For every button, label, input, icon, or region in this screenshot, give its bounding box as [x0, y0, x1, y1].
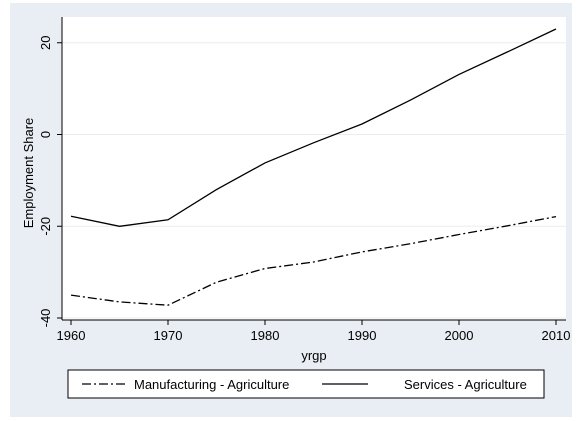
y-tick-label: 20: [38, 36, 53, 50]
y-axis-title: Employment Share: [21, 118, 36, 229]
legend-items: Manufacturing - Agriculture Services - Ag…: [82, 377, 527, 392]
x-tick-label: 1970: [154, 328, 183, 343]
y-tick-label: -40: [38, 309, 53, 328]
series-line-1: [70, 28, 557, 227]
legend-label-0: Manufacturing - Agriculture: [134, 377, 289, 392]
y-tick-label: 0: [38, 131, 53, 138]
x-ticks: 1960 1970 1980 1990 2000 2010: [57, 320, 571, 343]
x-tick-label: 2010: [542, 328, 571, 343]
series-line-0: [70, 215, 557, 306]
legend-box: [67, 369, 545, 399]
axes-layer: [61, 17, 566, 321]
x-tick-label: 1960: [57, 328, 86, 343]
y-tick-label: -20: [38, 217, 53, 236]
plot-area: [62, 17, 566, 320]
y-ticks: -40 -20 0 20: [38, 36, 62, 328]
legend: Manufacturing - Agriculture Services - Ag…: [67, 369, 545, 399]
x-tick-label: 1980: [251, 328, 280, 343]
grid-layer: [62, 42, 566, 319]
chart-figure: 1960 1970 1980 1990 2000 2010 -40 -20 0 20 yrgp …: [10, 3, 572, 417]
x-axis-title: yrgp: [301, 348, 326, 363]
x-tick-label: 1990: [348, 328, 377, 343]
x-tick-label: 2000: [445, 328, 474, 343]
series-layer: [70, 28, 557, 306]
legend-label-1: Services - Agriculture: [404, 377, 527, 392]
